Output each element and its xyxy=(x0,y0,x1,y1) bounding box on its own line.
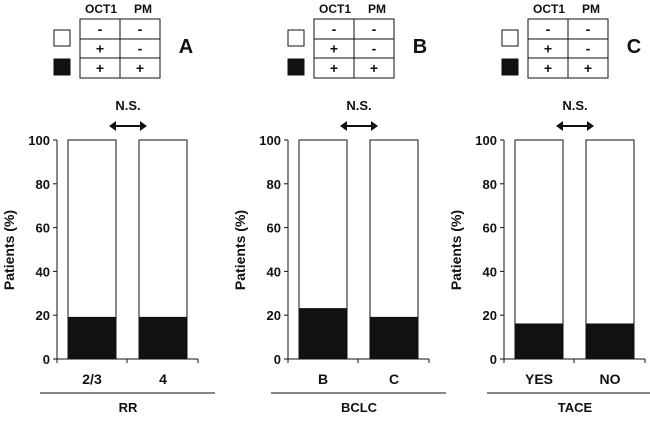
legend-cell: + xyxy=(330,41,338,57)
panel-letter: A xyxy=(179,36,193,58)
legend-cell: - xyxy=(138,21,143,37)
legend-cell: - xyxy=(546,21,551,37)
legend-table: OCT1 PM - - + - + + xyxy=(287,2,395,79)
significance-label: N.S. xyxy=(115,98,140,113)
panel-letter: B xyxy=(413,36,427,58)
y-tick-label: 80 xyxy=(483,177,497,192)
legend-cell: + xyxy=(544,60,552,76)
y-axis-label: Patients (%) xyxy=(448,210,464,290)
x-tick-label: NO xyxy=(600,371,621,387)
y-tick-label: 20 xyxy=(36,308,50,323)
legend-table: OCT1 PM - - + - + + xyxy=(501,2,609,79)
legend-cell: - xyxy=(332,21,337,37)
significance-label: N.S. xyxy=(346,98,371,113)
y-tick-label: 20 xyxy=(267,308,281,323)
legend-header-oct1: OCT1 xyxy=(533,2,565,16)
bar-black-segment xyxy=(585,323,635,360)
y-tick-label: 80 xyxy=(267,177,281,192)
legend-swatch-white xyxy=(53,29,71,47)
legend-cell: - xyxy=(586,21,591,37)
x-axis-label: TACE xyxy=(558,400,593,415)
legend-header-pm: PM xyxy=(368,2,386,16)
legend-cell: - xyxy=(372,21,377,37)
x-tick-label: 4 xyxy=(159,371,167,387)
legend-cell: + xyxy=(96,41,104,57)
legend-cell: + xyxy=(96,60,104,76)
legend-header-pm: PM xyxy=(134,2,152,16)
x-axis-label: RR xyxy=(119,400,138,415)
y-tick-label: 40 xyxy=(267,264,281,279)
y-tick-label: 60 xyxy=(36,221,50,236)
legend-cell: + xyxy=(370,60,378,76)
bar-black-segment xyxy=(514,323,564,360)
bar-black-segment xyxy=(138,316,188,360)
legend-cell: + xyxy=(136,60,144,76)
legend-cell: + xyxy=(584,60,592,76)
panel-letter: C xyxy=(627,36,641,58)
bar-black-segment xyxy=(298,308,348,360)
legend-cell: - xyxy=(98,21,103,37)
legend-swatch-black xyxy=(53,58,71,76)
x-tick-label: 2/3 xyxy=(82,371,102,387)
y-tick-label: 0 xyxy=(490,352,497,367)
y-tick-label: 100 xyxy=(475,133,497,148)
legend-cell: - xyxy=(586,41,591,57)
y-tick-label: 40 xyxy=(36,264,50,279)
bar-black-segment xyxy=(369,316,419,360)
x-axis-label: BCLC xyxy=(341,400,378,415)
significance-label: N.S. xyxy=(562,98,587,113)
y-tick-label: 100 xyxy=(28,133,50,148)
legend-cell: - xyxy=(138,41,143,57)
panel-c: OCT1 PM - - + - + + C N.S. 0 20 40 60 80 100 Patients (%… xyxy=(448,2,650,415)
x-tick-label: C xyxy=(389,371,399,387)
y-tick-label: 60 xyxy=(483,221,497,236)
y-tick-label: 60 xyxy=(267,221,281,236)
y-tick-label: 40 xyxy=(483,264,497,279)
y-tick-label: 0 xyxy=(274,352,281,367)
y-tick-label: 20 xyxy=(483,308,497,323)
legend-cell: + xyxy=(330,60,338,76)
panel-a: OCT1 PM - - + - + + A N.S. 0 20 40 60 80 100 Patients (%… xyxy=(1,2,215,415)
x-tick-label: B xyxy=(318,371,328,387)
y-axis-label: Patients (%) xyxy=(1,210,17,290)
legend-header-oct1: OCT1 xyxy=(319,2,351,16)
panel-b: OCT1 PM - - + - + + B N.S. 0 20 40 60 80 100 Patients (%… xyxy=(232,2,446,415)
y-tick-label: 100 xyxy=(259,133,281,148)
legend-cell: - xyxy=(372,41,377,57)
legend-swatch-black xyxy=(287,58,305,76)
legend-swatch-white xyxy=(501,29,519,47)
legend-cell: + xyxy=(544,41,552,57)
legend-header-pm: PM xyxy=(582,2,600,16)
legend-swatch-white xyxy=(287,29,305,47)
y-axis-label: Patients (%) xyxy=(232,210,248,290)
legend-table: OCT1 PM - - + - + + xyxy=(53,2,161,79)
legend-header-oct1: OCT1 xyxy=(85,2,117,16)
x-tick-label: YES xyxy=(525,371,553,387)
y-tick-label: 0 xyxy=(43,352,50,367)
y-tick-label: 80 xyxy=(36,177,50,192)
legend-swatch-black xyxy=(501,58,519,76)
bar-black-segment xyxy=(67,316,117,360)
